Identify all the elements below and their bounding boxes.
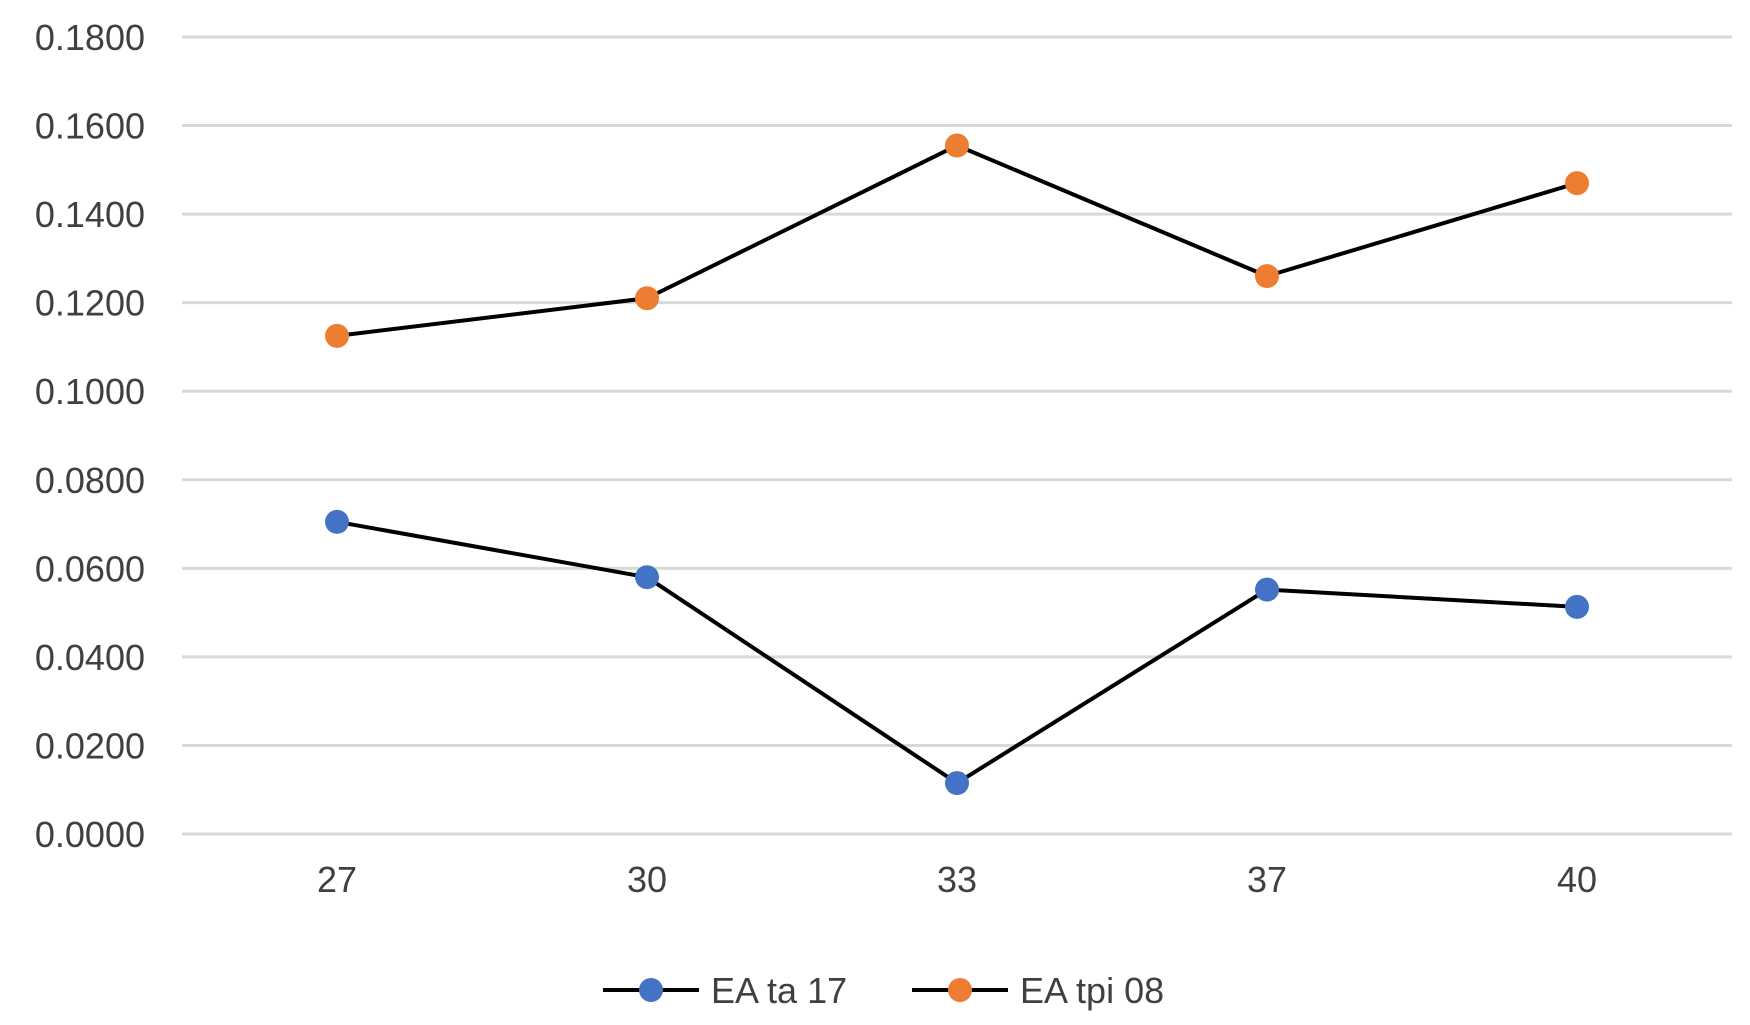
legend-label-2: EA tpi 08 — [1020, 970, 1164, 1011]
data-point — [945, 771, 969, 796]
y-axis-tick-labels: 0.0000 0.0200 0.0400 0.0600 0.0800 0.1000 0.12… — [35, 17, 145, 855]
series-line-1 — [336, 519, 1578, 786]
series-lines — [336, 143, 1578, 786]
legend: EA ta 17 EA tpi 08 — [603, 970, 1164, 1011]
data-point — [945, 133, 969, 158]
y-tick-label: 0.0600 — [35, 548, 145, 589]
series-line-2 — [336, 143, 1578, 338]
data-point — [325, 509, 349, 534]
y-tick-label: 0.0000 — [35, 814, 145, 855]
gridlines — [182, 35, 1732, 836]
legend-marker-2 — [948, 978, 972, 1002]
x-tick-label: 40 — [1557, 859, 1597, 900]
series-markers — [325, 133, 1589, 796]
data-point — [1255, 577, 1279, 602]
legend-marker-1 — [639, 978, 663, 1002]
data-point — [325, 323, 349, 348]
x-tick-label: 33 — [937, 859, 977, 900]
data-point — [1565, 594, 1589, 619]
x-tick-label: 30 — [627, 859, 667, 900]
data-point — [635, 286, 659, 311]
x-axis-tick-labels: 27 30 33 37 40 — [317, 859, 1597, 900]
x-tick-label: 37 — [1247, 859, 1287, 900]
y-tick-label: 0.1600 — [35, 106, 145, 147]
legend-label-1: EA ta 17 — [711, 970, 847, 1011]
y-tick-label: 0.0400 — [35, 637, 145, 678]
y-tick-label: 0.1400 — [35, 194, 145, 235]
y-tick-label: 0.1200 — [35, 283, 145, 324]
y-tick-label: 0.0800 — [35, 460, 145, 501]
y-tick-label: 0.1800 — [35, 17, 145, 58]
data-point — [1255, 264, 1279, 289]
data-point — [1565, 171, 1589, 196]
data-point — [635, 565, 659, 590]
y-tick-label: 0.1000 — [35, 371, 145, 412]
y-tick-label: 0.0200 — [35, 725, 145, 766]
x-tick-label: 27 — [317, 859, 357, 900]
